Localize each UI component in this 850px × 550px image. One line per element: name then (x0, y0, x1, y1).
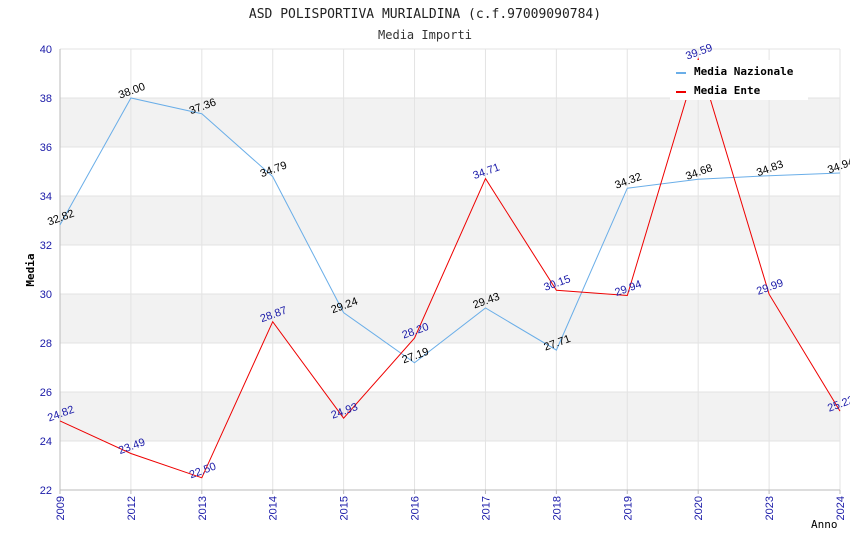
y-tick-label: 30 (40, 289, 52, 301)
grid-lines (59, 48, 841, 494)
y-tick-label: 36 (40, 142, 52, 154)
x-tick-label: 2018 (551, 496, 563, 520)
x-tick-label: 2019 (622, 496, 634, 520)
data-label-media-ente: 22.50 (188, 461, 218, 482)
data-label-media-nazionale: 34.68 (684, 162, 714, 183)
axes (59, 49, 840, 491)
x-tick-label: 2017 (480, 496, 492, 520)
x-tick-label: 2023 (764, 496, 776, 520)
y-tick-label: 26 (40, 387, 52, 399)
y-tick-label: 40 (40, 44, 52, 56)
x-tick-label: 2024 (835, 496, 847, 520)
data-label-media-nazionale: 34.79 (259, 159, 289, 180)
legend: Media Nazionale Media Ente (670, 60, 808, 100)
series-line-media-nazionale (59, 97, 841, 364)
grid-band (60, 98, 840, 147)
x-tick-label: 2015 (339, 496, 351, 520)
grid-band (60, 392, 840, 441)
x-axis-title: Anno (811, 518, 838, 531)
y-tick-label: 38 (40, 93, 52, 105)
legend-box (670, 60, 808, 100)
x-tick-label: 2016 (410, 496, 422, 520)
x-tick-label: 2012 (126, 496, 138, 520)
legend-label-media-ente: Media Ente (694, 84, 761, 97)
chart-title: ASD POLISPORTIVA MURIALDINA (c.f.9700909… (249, 7, 601, 22)
y-tick-label: 32 (40, 240, 52, 252)
y-tick-labels: 22 24 26 28 30 32 34 36 38 40 (40, 44, 52, 497)
grid-band (60, 196, 840, 245)
x-tick-label: 2009 (55, 496, 67, 520)
x-tick-label: 2013 (197, 496, 209, 520)
x-tick-labels: 2009 2012 2013 2014 2015 2016 2017 2018 2019 2020… (55, 496, 847, 520)
data-label-media-ente: 39.59 (684, 42, 714, 63)
grid-bands (60, 98, 840, 441)
y-axis-title: Media (24, 253, 37, 286)
y-tick-label: 24 (40, 436, 52, 448)
y-tick-label: 22 (40, 485, 52, 497)
x-tick-label: 2014 (268, 496, 280, 520)
data-label-media-nazionale: 34.94 (826, 156, 850, 177)
data-label-media-ente: 34.71 (471, 161, 501, 182)
y-tick-label: 28 (40, 338, 52, 350)
x-tick-label: 2020 (693, 496, 705, 520)
legend-label-media-nazionale: Media Nazionale (694, 65, 794, 78)
y-tick-label: 34 (40, 191, 52, 203)
chart-subtitle: Media Importi (378, 28, 472, 42)
